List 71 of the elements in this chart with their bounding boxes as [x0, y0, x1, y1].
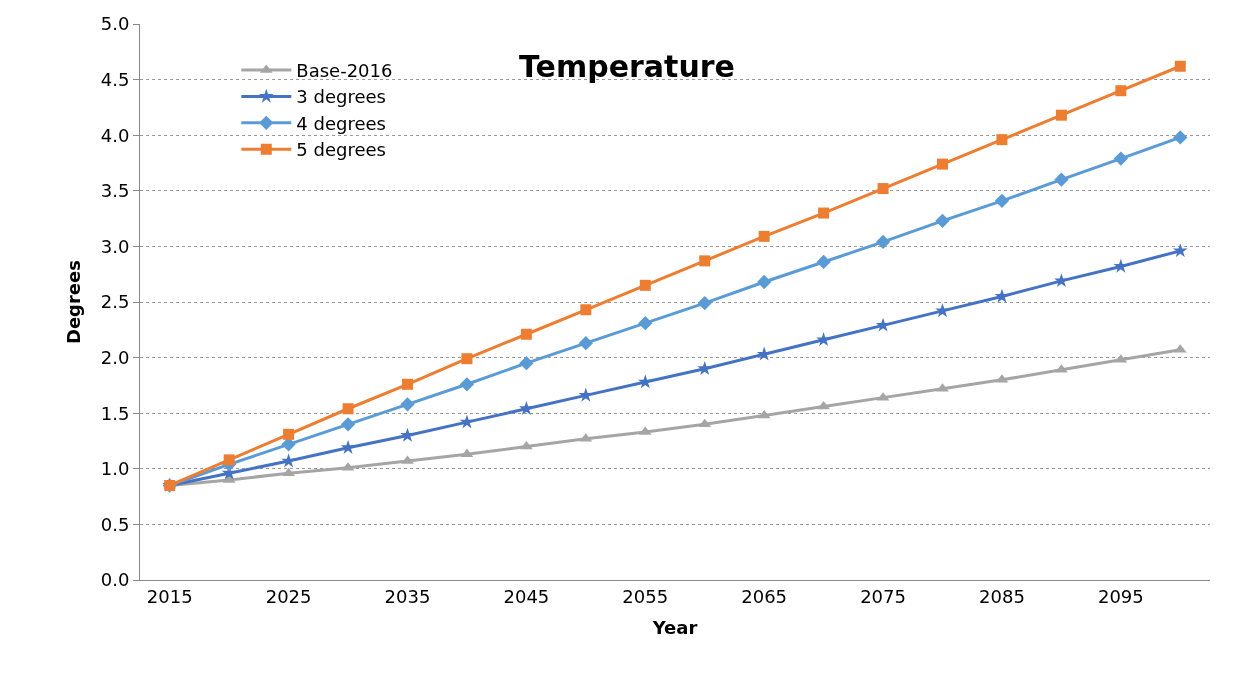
point	[699, 255, 711, 267]
y-tick-label: 2.5	[100, 291, 130, 313]
text: Temperature	[519, 48, 735, 84]
legend-label: 5 degrees	[296, 139, 386, 161]
point	[758, 230, 770, 242]
y-tick-label: 5.0	[100, 13, 130, 35]
point	[698, 418, 712, 428]
y-tick-label: 4.5	[100, 68, 130, 90]
legend-label: 3 degrees	[296, 86, 386, 108]
point	[875, 234, 891, 250]
y-tick-label: 4.0	[100, 124, 130, 146]
y-axis-title: Degrees	[62, 259, 84, 345]
point	[639, 279, 651, 291]
point	[519, 401, 534, 415]
point	[281, 453, 296, 468]
y-tick-label: 3.0	[100, 235, 130, 257]
y-tick-label: 2.0	[100, 346, 130, 368]
point	[402, 378, 413, 390]
legend-label: Base-2016	[296, 60, 393, 82]
x-tick-label: 2065	[741, 585, 788, 607]
point	[818, 207, 830, 219]
point	[1173, 130, 1188, 145]
x-tick-label: 2015	[146, 585, 193, 607]
x-axis-title: Year	[651, 616, 698, 638]
point	[342, 403, 354, 415]
point	[578, 335, 593, 351]
y-tick-label: 1.0	[100, 458, 130, 480]
point	[1054, 273, 1069, 288]
point	[1054, 172, 1069, 187]
point	[580, 304, 592, 316]
point	[638, 315, 653, 331]
point	[637, 374, 653, 389]
point	[340, 439, 356, 454]
point	[816, 254, 831, 270]
point	[1113, 151, 1128, 166]
point	[459, 414, 475, 429]
x-tick-label: 2035	[384, 585, 431, 607]
point	[996, 134, 1008, 146]
point	[1055, 109, 1067, 121]
x-tick-label: 2025	[265, 585, 312, 607]
legend-label: 4 degrees	[296, 112, 386, 134]
y-tick-label: 3.5	[100, 180, 130, 202]
point	[520, 328, 532, 340]
point	[935, 303, 950, 318]
point	[757, 274, 772, 290]
point	[935, 213, 950, 228]
point	[519, 356, 534, 371]
point	[994, 193, 1010, 208]
point	[340, 417, 356, 432]
point	[460, 448, 474, 458]
point	[283, 428, 295, 440]
y-tick-label: 0.5	[100, 513, 130, 535]
point	[757, 409, 771, 419]
x-tick-label: 2055	[622, 585, 669, 607]
x-tick-label: 2085	[979, 585, 1025, 607]
point	[877, 183, 889, 195]
point	[697, 295, 712, 311]
point	[223, 454, 235, 466]
point	[1172, 243, 1188, 258]
point	[1115, 85, 1127, 97]
point	[400, 397, 415, 412]
x-tick-label: 2095	[1097, 585, 1144, 607]
y-tick-label: 0.0	[100, 569, 130, 591]
point	[459, 377, 475, 392]
x-tick-label: 2075	[860, 585, 906, 607]
point	[937, 158, 948, 170]
point	[281, 437, 296, 452]
y-tick-label: 1.5	[100, 402, 130, 424]
point	[461, 353, 473, 365]
point	[1174, 60, 1186, 72]
x-tick-label: 2045	[503, 585, 550, 607]
